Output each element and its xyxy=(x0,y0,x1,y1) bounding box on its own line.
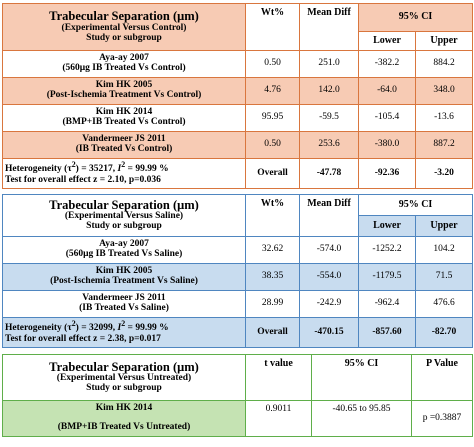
table2-col-wt: Wt% xyxy=(245,194,300,237)
table2-col-md: Mean Diff xyxy=(299,194,359,237)
table-row: Kim HK 2014 (BMP+IB Treated Vs Untreated)… xyxy=(2,400,473,437)
upper-value: 476.6 xyxy=(415,290,473,318)
overall-label: Overall xyxy=(245,317,300,348)
table1-col-upper: Upper xyxy=(415,31,473,51)
table-row: Kim HK 2014 (BMP+IB Treated Vs Control) 9… xyxy=(2,104,473,132)
table3-title: Trabecular Separation (μm) xyxy=(49,359,199,374)
upper-value: 348.0 xyxy=(415,77,473,105)
t-value: 0.9011 xyxy=(245,400,312,437)
table3-col-p: P Value xyxy=(411,354,473,401)
study-detail: (560μg IB Treated Vs Saline) xyxy=(65,249,183,259)
md-value: -242.9 xyxy=(299,290,359,318)
upper-value: 884.2 xyxy=(415,50,473,78)
table2-subhead: Study or subgroup xyxy=(86,221,162,232)
overall-row: Heterogeneity (τ2) = 32099, I2 = 99.99 %… xyxy=(2,317,473,348)
md-value: -574.0 xyxy=(299,236,359,264)
wt-value: 95.95 xyxy=(245,104,300,132)
study-name: Vandermeer JS 2011 xyxy=(82,293,166,304)
p-value: p =0.3887 xyxy=(411,400,473,437)
lower-value: -382.2 xyxy=(358,50,416,78)
wt-value: 28.99 xyxy=(245,290,300,318)
ci-value: -40.65 to 95.85 xyxy=(311,400,412,437)
table-row: Kim HK 2005 (Post-Ischemia Treatment Vs C… xyxy=(2,77,473,105)
upper-value: 887.2 xyxy=(415,131,473,159)
wt-value: 4.76 xyxy=(245,77,300,105)
lower-value: -1179.5 xyxy=(358,263,416,291)
table3-col-t: t value xyxy=(245,354,312,401)
table-vs-saline: Trabecular Separation (μm) (Experimental… xyxy=(2,194,473,348)
table2-col-upper: Upper xyxy=(415,215,473,237)
table1-subhead: Study or subgroup xyxy=(86,32,162,43)
overall-lower: -857.60 xyxy=(358,317,416,348)
study-detail: (IB Treated Vs Saline) xyxy=(79,303,169,313)
study-detail: (560μg IB Treated Vs Control) xyxy=(62,63,186,73)
table1-col-md: Mean Diff xyxy=(299,3,359,51)
upper-value: 71.5 xyxy=(415,263,473,291)
table2-col-ci: 95% CI xyxy=(358,194,473,216)
overall-row: Heterogeneity (τ2) = 35217, I2 = 99.99 %… xyxy=(2,158,473,189)
table2-header-cell: Trabecular Separation (μm) (Experimental… xyxy=(2,194,246,237)
overall-md: -470.15 xyxy=(299,317,359,348)
study-detail: (Post-Ischemia Treatment Vs Control) xyxy=(46,90,202,100)
wt-value: 0.50 xyxy=(245,131,300,159)
table-row: Aya-ay 2007 (560μg IB Treated Vs Control)… xyxy=(2,50,473,78)
lower-value: -64.0 xyxy=(358,77,416,105)
study-detail: (IB Treated Vs Control) xyxy=(75,144,173,154)
md-value: -554.0 xyxy=(299,263,359,291)
md-value: -59.5 xyxy=(299,104,359,132)
study-name: Aya-ay 2007 xyxy=(99,239,149,250)
overall-upper: -3.20 xyxy=(415,158,473,189)
overall-lower: -92.36 xyxy=(358,158,416,189)
lower-value: -105.4 xyxy=(358,104,416,132)
overall-label: Overall xyxy=(245,158,300,189)
overall-effect-text: Test for overall effect z = 2.10, p=0.03… xyxy=(5,174,161,185)
wt-value: 0.50 xyxy=(245,50,300,78)
upper-value: 104.2 xyxy=(415,236,473,264)
lower-value: -962.4 xyxy=(358,290,416,318)
table1-col-wt: Wt% xyxy=(245,3,300,51)
study-detail: (BMP+IB Treated Vs Control) xyxy=(62,117,186,127)
table-row: Vandermeer JS 2011 (IB Treated Vs Control… xyxy=(2,131,473,159)
study-name: Vandermeer JS 2011 xyxy=(82,134,166,145)
study-name: Kim HK 2005 xyxy=(95,80,153,91)
table-row: Kim HK 2005 (Post-Ischemia Treatment Vs S… xyxy=(2,263,473,291)
wt-value: 32.62 xyxy=(245,236,300,264)
lower-value: -380.0 xyxy=(358,131,416,159)
upper-value: -13.6 xyxy=(415,104,473,132)
overall-upper: -82.70 xyxy=(415,317,473,348)
md-value: 251.0 xyxy=(299,50,359,78)
table-vs-control: Trabecular Separation (μm) (Experimental… xyxy=(2,3,473,189)
table1-header-cell: Trabecular Separation (μm) (Experimental… xyxy=(2,3,246,51)
heterogeneity-text: Heterogeneity (τ2) = 35217, I2 = 99.99 % xyxy=(5,160,169,175)
table1-title: Trabecular Separation (μm) xyxy=(49,9,199,24)
table2-col-lower: Lower xyxy=(358,215,416,237)
table3-subhead: Study or subgroup xyxy=(86,383,162,394)
md-value: 253.6 xyxy=(299,131,359,159)
table3-header-cell: Trabecular Separation (μm) (Experimental… xyxy=(2,354,246,401)
table1-subtitle: (Experimental Versus Control) xyxy=(61,22,187,33)
table1-col-ci: 95% CI xyxy=(358,3,473,32)
table2-title: Trabecular Separation (μm) xyxy=(49,197,199,212)
study-detail: (BMP+IB Treated Vs Untreated) xyxy=(57,422,191,432)
study-name: Kim HK 2014 xyxy=(95,403,153,414)
overall-md: -47.78 xyxy=(299,158,359,189)
table3-subtitle: (Experimental Versus Untreated) xyxy=(56,373,192,384)
lower-value: -1252.2 xyxy=(358,236,416,264)
study-name: Kim HK 2014 xyxy=(95,107,153,118)
table3-col-ci: 95% CI xyxy=(311,354,412,401)
table-row: Aya-ay 2007 (560μg IB Treated Vs Saline) … xyxy=(2,236,473,264)
study-name: Kim HK 2005 xyxy=(95,266,153,277)
table2-subtitle: (Experimental Versus Saline) xyxy=(64,211,184,222)
heterogeneity-text: Heterogeneity (τ2) = 32099, I2 = 99.99 % xyxy=(5,319,169,334)
wt-value: 38.35 xyxy=(245,263,300,291)
study-detail: (Post-Ischemia Treatment Vs Saline) xyxy=(50,276,198,286)
table-row: Vandermeer JS 2011 (IB Treated Vs Saline)… xyxy=(2,290,473,318)
table-vs-untreated: Trabecular Separation (μm) (Experimental… xyxy=(2,354,473,437)
table1-col-lower: Lower xyxy=(358,31,416,51)
overall-effect-text: Test for overall effect z = 2.38, p=0.01… xyxy=(5,333,161,344)
md-value: 142.0 xyxy=(299,77,359,105)
study-name: Aya-ay 2007 xyxy=(99,53,149,64)
